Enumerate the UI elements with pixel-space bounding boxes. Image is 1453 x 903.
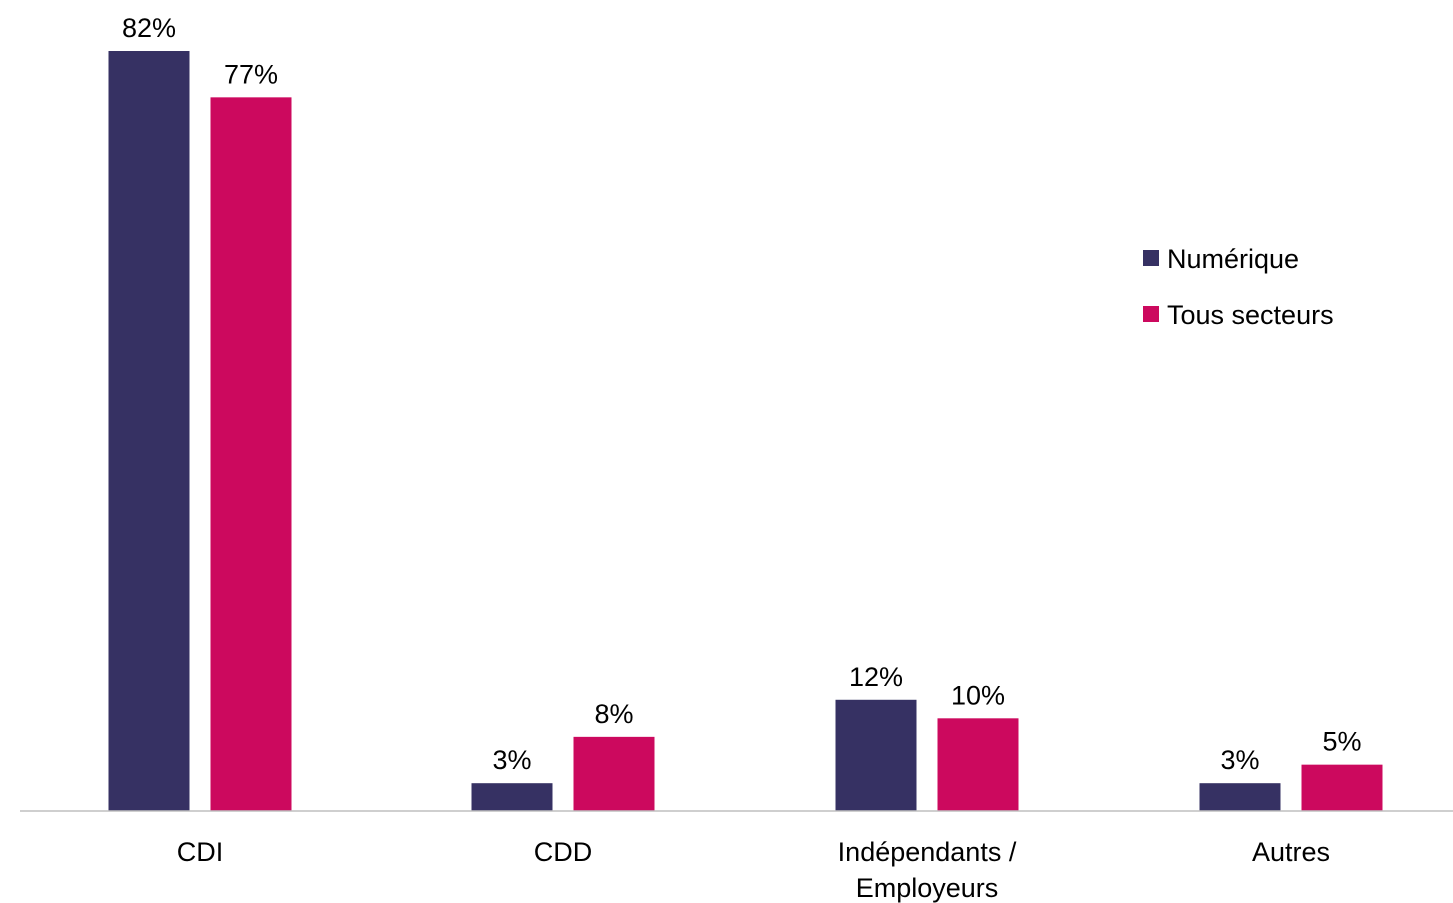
value-labels-group: 82% 77% 3% 8% 12% 10% 3% 5% <box>122 13 1362 775</box>
bars-group <box>108 51 1383 812</box>
category-label-independants-employeurs-line-1: Indépendants / <box>838 837 1017 867</box>
legend-label-numerique: Numérique <box>1167 244 1299 274</box>
legend-swatch-numerique <box>1143 250 1159 266</box>
bar-tous-secteurs-cdi <box>210 97 292 812</box>
legend: Numérique Tous secteurs <box>1143 244 1334 330</box>
bar-numerique-independants-employeurs <box>835 699 917 811</box>
legend-swatch-tous-secteurs <box>1143 306 1159 322</box>
value-label-numerique-autres: 3% <box>1220 745 1259 775</box>
category-label-cdi: CDI <box>177 837 224 867</box>
bar-tous-secteurs-independants-employeurs <box>937 718 1019 811</box>
category-label-independants-employeurs-line-2: Employeurs <box>856 873 999 903</box>
bar-tous-secteurs-cdd <box>573 736 655 811</box>
value-label-tous-secteurs-independants-employeurs: 10% <box>951 680 1005 710</box>
value-label-tous-secteurs-cdd: 8% <box>594 699 633 729</box>
bar-tous-secteurs-autres <box>1301 764 1383 811</box>
bar-numerique-cdi <box>108 51 190 811</box>
category-label-cdd: CDD <box>534 837 593 867</box>
category-label-autres: Autres <box>1252 837 1330 867</box>
bar-numerique-cdd <box>471 783 553 811</box>
value-label-numerique-cdi: 82% <box>122 13 176 43</box>
value-label-tous-secteurs-autres: 5% <box>1322 727 1361 757</box>
category-labels-group: CDI CDD Indépendants / Employeurs Autres <box>177 837 1330 903</box>
value-label-numerique-independants-employeurs: 12% <box>849 662 903 692</box>
legend-label-tous-secteurs: Tous secteurs <box>1167 300 1334 330</box>
value-label-numerique-cdd: 3% <box>492 745 531 775</box>
bar-numerique-autres <box>1199 783 1281 811</box>
value-label-tous-secteurs-cdi: 77% <box>224 59 278 89</box>
